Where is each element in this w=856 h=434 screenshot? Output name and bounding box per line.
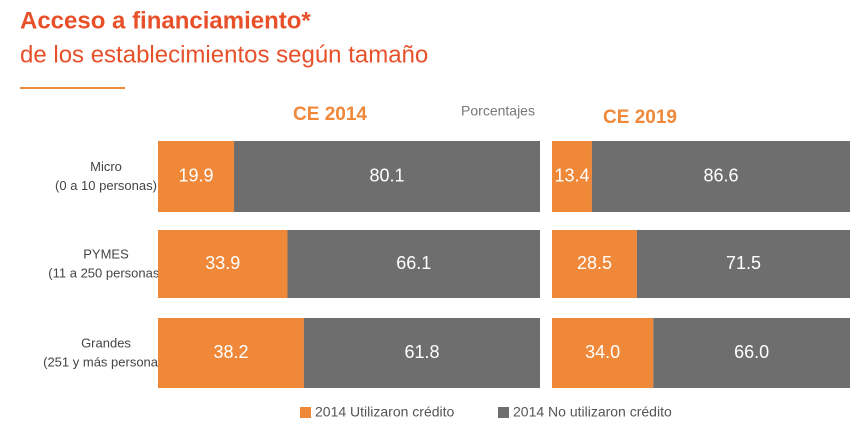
bar-segment [158, 318, 304, 388]
bar-segment [303, 318, 540, 388]
value-label: 86.6 [703, 165, 738, 185]
value-label: 66.0 [734, 342, 769, 362]
category-label: (0 a 10 personas) [55, 178, 157, 193]
bar-segment [234, 141, 540, 212]
bar-segment [636, 230, 850, 298]
value-label: 80.1 [369, 165, 404, 185]
panel-title: CE 2014 [293, 104, 367, 125]
legend-swatch [300, 407, 311, 418]
value-label: 38.2 [213, 342, 248, 362]
bar-segment [158, 230, 288, 298]
category-label: (11 a 250 personas) [48, 265, 163, 280]
category-label: (251 y más personas) [43, 354, 169, 369]
bar-segment [552, 230, 637, 298]
value-label: 34.0 [585, 342, 620, 362]
bar-segment [287, 230, 540, 298]
chart-title: Acceso a financiamiento* [20, 7, 311, 34]
value-label: 28.5 [577, 253, 612, 273]
bar-segment [158, 141, 235, 212]
panel-title: CE 2019 [603, 107, 677, 128]
value-label: 19.9 [178, 165, 213, 185]
value-label: 66.1 [396, 253, 431, 273]
legend-label: 2014 No utilizaron crédito [513, 404, 672, 420]
chart-subtitle: de los establecimientos según tamaño [20, 41, 428, 68]
category-label: Grandes [81, 335, 131, 350]
value-label: 13.4 [554, 165, 589, 185]
category-label: PYMES [83, 246, 129, 261]
bar-segment [552, 318, 654, 388]
legend-label: 2014 Utilizaron crédito [315, 404, 455, 420]
bar-segment [653, 318, 850, 388]
value-label: 33.9 [205, 253, 240, 273]
bar-segment [552, 141, 592, 212]
value-label: 71.5 [726, 253, 761, 273]
category-label: Micro [90, 159, 122, 174]
legend-swatch [498, 407, 509, 418]
value-label: 61.8 [404, 342, 439, 362]
bar-segment [591, 141, 850, 212]
unit-label: Porcentajes [461, 103, 535, 119]
